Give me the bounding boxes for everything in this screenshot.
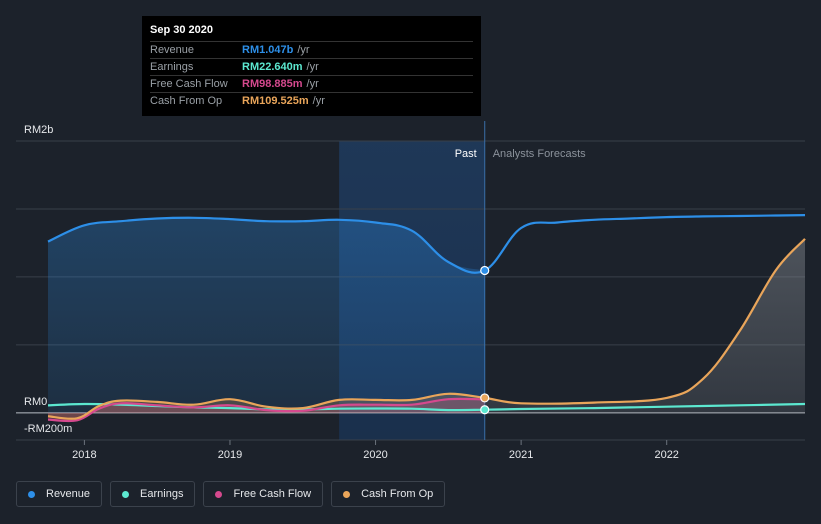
y-label-top: RM2b bbox=[24, 124, 53, 136]
tooltip-value: RM1.047b bbox=[242, 44, 294, 56]
legend-label: Earnings bbox=[140, 488, 184, 500]
tooltip-label: Free Cash Flow bbox=[150, 78, 228, 90]
tooltip-label: Revenue bbox=[150, 44, 195, 56]
tooltip-unit: /yr bbox=[312, 95, 325, 107]
tooltip-row-free-cash-flow: Free Cash Flow RM98.885m /yr bbox=[150, 75, 473, 92]
tooltip-value: RM109.525m bbox=[242, 95, 309, 107]
tooltip: Sep 30 2020 Revenue RM1.047b /yr Earning… bbox=[142, 16, 481, 116]
revenue-line bbox=[47, 214, 806, 274]
legend-dot-icon bbox=[215, 490, 223, 498]
legend: Revenue Earnings Free Cash Flow Cash Fro… bbox=[16, 481, 446, 507]
tooltip-label: Earnings bbox=[150, 61, 194, 73]
x-tick-label: 2022 bbox=[654, 449, 678, 461]
free-cash-flow-line bbox=[47, 397, 485, 423]
past-label: Past bbox=[455, 148, 477, 160]
x-tick-label: 2020 bbox=[363, 449, 387, 461]
legend-dot-icon bbox=[343, 490, 351, 498]
tooltip-value: RM98.885m bbox=[242, 78, 303, 90]
tooltip-date: Sep 30 2020 bbox=[150, 24, 213, 36]
legend-label: Free Cash Flow bbox=[233, 488, 312, 500]
legend-label: Cash From Op bbox=[361, 488, 434, 500]
y-label-zero: RM0 bbox=[24, 396, 47, 408]
x-tick-label: 2019 bbox=[218, 449, 242, 461]
earnings-point bbox=[480, 405, 490, 415]
cash-from-op-line bbox=[47, 238, 806, 420]
legend-item-earnings[interactable]: Earnings bbox=[110, 481, 196, 507]
tooltip-value: RM22.640m bbox=[242, 61, 303, 73]
cash-from-op-point bbox=[480, 393, 490, 403]
y-label-bottom: -RM200m bbox=[24, 423, 72, 435]
forecast-label: Analysts Forecasts bbox=[493, 148, 586, 160]
tooltip-row-revenue: Revenue RM1.047b /yr bbox=[150, 41, 473, 58]
revenue-area bbox=[48, 217, 485, 413]
revenue-point bbox=[480, 265, 490, 276]
tooltip-unit: /yr bbox=[306, 78, 319, 90]
legend-item-revenue[interactable]: Revenue bbox=[16, 481, 103, 507]
legend-dot-icon bbox=[122, 490, 130, 498]
x-tick-label: 2018 bbox=[72, 449, 96, 461]
legend-item-cash-from-op[interactable]: Cash From Op bbox=[331, 481, 446, 507]
tooltip-row-cash-from-op: Cash From Op RM109.525m /yr bbox=[150, 92, 473, 109]
x-tick-label: 2021 bbox=[509, 449, 533, 461]
tooltip-row-earnings: Earnings RM22.640m /yr bbox=[150, 58, 473, 75]
legend-item-free-cash-flow[interactable]: Free Cash Flow bbox=[203, 481, 324, 507]
tooltip-label: Cash From Op bbox=[150, 95, 223, 107]
legend-dot-icon bbox=[28, 490, 35, 498]
cash-from-op-forecast-area bbox=[484, 238, 805, 413]
legend-label: Revenue bbox=[46, 488, 91, 500]
tooltip-unit: /yr bbox=[297, 44, 310, 56]
tooltip-unit: /yr bbox=[306, 61, 319, 73]
